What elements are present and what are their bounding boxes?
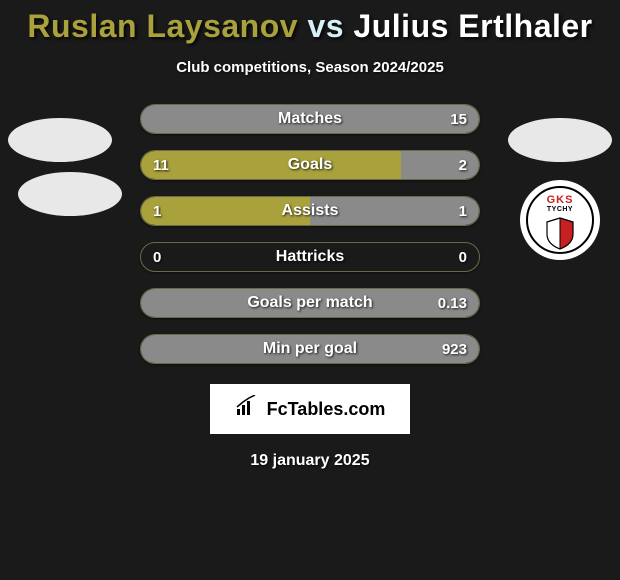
stat-value-right: 1 [459, 203, 467, 220]
stat-label: Hattricks [276, 248, 344, 266]
footer-date: 19 january 2025 [250, 452, 369, 470]
stat-value-left: 11 [153, 157, 169, 174]
page-title: Ruslan Laysanov vs Julius Ertlhaler [27, 8, 592, 45]
stat-label: Goals [288, 156, 332, 174]
stat-bar-right [401, 151, 479, 179]
stat-row: 0.13 Goals per match [140, 288, 480, 318]
stat-value-left: 0 [153, 249, 161, 266]
stat-label: Matches [278, 110, 342, 128]
stat-value-right: 923 [442, 341, 467, 358]
chart-icon [235, 395, 261, 423]
stat-row: 11 2 Goals [140, 150, 480, 180]
stat-label: Goals per match [247, 294, 372, 312]
title-player1: Ruslan Laysanov [27, 8, 298, 44]
stat-row: 923 Min per goal [140, 334, 480, 364]
infographic-container: Ruslan Laysanov vs Julius Ertlhaler Club… [0, 0, 620, 580]
title-player2: Julius Ertlhaler [353, 8, 592, 44]
stat-value-right: 0 [459, 249, 467, 266]
stat-value-right: 0.13 [438, 295, 467, 312]
stat-label: Min per goal [263, 340, 357, 358]
title-vs: vs [307, 8, 344, 44]
stat-value-right: 2 [459, 157, 467, 174]
stat-row: 15 Matches [140, 104, 480, 134]
footer-brand-logo: FcTables.com [210, 384, 410, 434]
stat-label: Assists [282, 202, 339, 220]
stat-row: 1 1 Assists [140, 196, 480, 226]
footer-brand-text: FcTables.com [267, 399, 386, 420]
stat-value-right: 15 [450, 111, 467, 128]
stat-bar-left [141, 151, 401, 179]
stats-area: 15Matches112Goals11Assists00Hattricks0.1… [0, 104, 620, 364]
stat-value-left: 1 [153, 203, 161, 220]
stat-row: 0 0 Hattricks [140, 242, 480, 272]
subtitle: Club competitions, Season 2024/2025 [176, 59, 444, 76]
